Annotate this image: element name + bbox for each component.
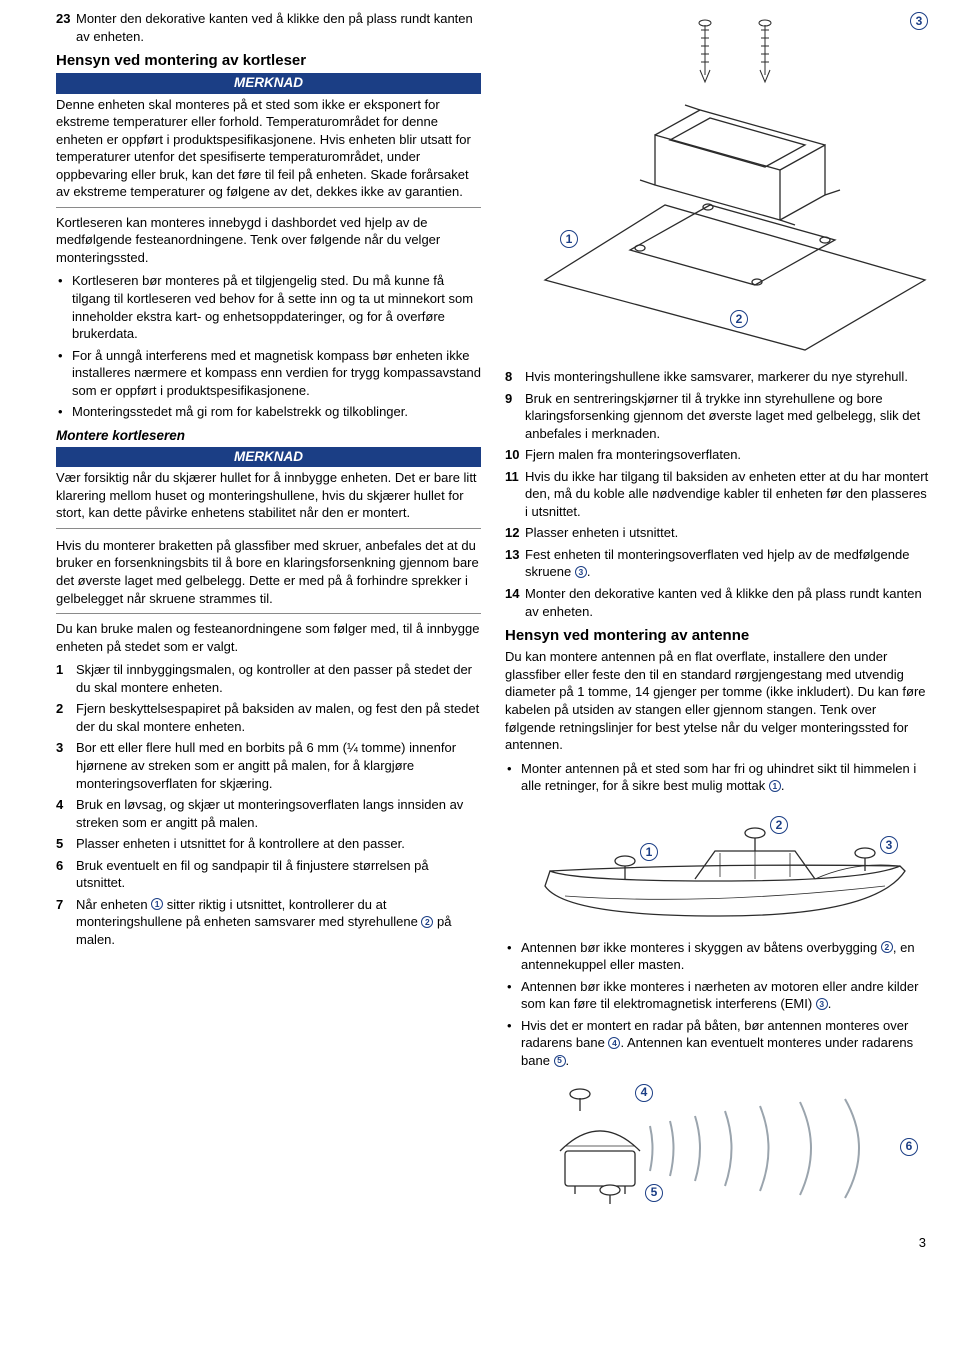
notice-label: MERKNAD: [56, 447, 481, 467]
step-text: Monter den dekorative kanten ved å klikk…: [76, 10, 481, 45]
list-item: 3Bor ett eller flere hull med en borbits…: [56, 739, 481, 792]
list-item: 6Bruk eventuelt en fil og sandpapir til …: [56, 857, 481, 892]
callout-3-icon: 3: [575, 566, 587, 578]
list-item: 14Monter den dekorative kanten ved å kli…: [505, 585, 930, 620]
heading-antenna: Hensyn ved montering av antenne: [505, 626, 930, 646]
notice-body: Denne enheten skal monteres på et sted s…: [56, 94, 481, 208]
list-item: 13 Fest enheten til monteringsoverflaten…: [505, 546, 930, 581]
list-item: 8Hvis monteringshullene ikke samsvarer, …: [505, 368, 930, 386]
considerations-list: Kortleseren bør monteres på et tilgjenge…: [56, 272, 481, 420]
right-column: 1 2 3 8Hvis monteringshullene ikke samsv…: [505, 10, 930, 1214]
notice-body: Vær forsiktig når du skjærer hullet for …: [56, 467, 481, 529]
radar-diagram-icon: [505, 1076, 935, 1206]
callout-5-icon: 5: [645, 1184, 663, 1202]
paragraph: Kortleseren kan monteres innebygd i dash…: [56, 214, 481, 267]
paragraph: Hvis du monterer braketten på glassfiber…: [56, 535, 481, 614]
list-item: For å unngå interferens med et magnetisk…: [56, 347, 481, 400]
heading-mount-reader: Montere kortleseren: [56, 427, 481, 445]
callout-1-icon: 1: [151, 898, 163, 910]
callout-4-icon: 4: [635, 1084, 653, 1102]
figure-boat-antenna: 1 2 3: [505, 801, 930, 931]
antenna-bullet-1: Monter antennen på et sted som har fri o…: [505, 760, 930, 795]
paragraph: Du kan montere antennen på en flat overf…: [505, 648, 930, 753]
notice-label: MERKNAD: [56, 73, 481, 93]
callout-5-icon: 5: [554, 1055, 566, 1067]
figure-radar-beam: 4 5 6: [505, 1076, 930, 1206]
callout-2-icon: 2: [730, 310, 748, 328]
heading-cardreader: Hensyn ved montering av kortleser: [56, 51, 481, 71]
callout-3-icon: 3: [816, 998, 828, 1010]
list-item: Hvis det er montert en radar på båten, b…: [505, 1017, 930, 1070]
list-item: Antennen bør ikke monteres i skyggen av …: [505, 939, 930, 974]
boat-diagram-icon: [505, 801, 935, 931]
list-item: 2Fjern beskyttelsespapiret på baksiden a…: [56, 700, 481, 735]
figure-cardreader-mount: 1 2 3: [505, 10, 930, 360]
callout-2-icon: 2: [881, 941, 893, 953]
list-item: Kortleseren bør monteres på et tilgjenge…: [56, 272, 481, 342]
list-item: 7 Når enheten 1 sitter riktig i utsnitte…: [56, 896, 481, 949]
callout-1-icon: 1: [560, 230, 578, 248]
list-item: 10Fjern malen fra monteringsoverflaten.: [505, 446, 930, 464]
list-item: 1Skjær til innbyggingsmalen, og kontroll…: [56, 661, 481, 696]
callout-2-icon: 2: [421, 916, 433, 928]
step-text: Når enheten 1 sitter riktig i utsnittet,…: [76, 896, 481, 949]
list-item: Antennen bør ikke monteres i nærheten av…: [505, 978, 930, 1013]
cardreader-diagram-icon: [505, 10, 935, 360]
callout-1-icon: 1: [640, 843, 658, 861]
callout-3-icon: 3: [910, 12, 928, 30]
callout-2-icon: 2: [770, 816, 788, 834]
page-number: 3: [56, 1234, 930, 1252]
paragraph: Du kan bruke malen og festeanordningene …: [56, 620, 481, 655]
callout-1-icon: 1: [769, 780, 781, 792]
callout-6-icon: 6: [900, 1138, 918, 1156]
callout-3-icon: 3: [880, 836, 898, 854]
list-item: 23 Monter den dekorative kanten ved å kl…: [56, 10, 481, 45]
list-item: 5Plasser enheten i utsnittet for å kontr…: [56, 835, 481, 853]
list-item: Monteringsstedet må gi rom for kabelstre…: [56, 403, 481, 421]
two-column-layout: 23 Monter den dekorative kanten ved å kl…: [56, 10, 930, 1214]
callout-4-icon: 4: [608, 1037, 620, 1049]
antenna-bullets-2: Antennen bør ikke monteres i skyggen av …: [505, 939, 930, 1070]
left-column: 23 Monter den dekorative kanten ved å kl…: [56, 10, 481, 1214]
list-item: 11Hvis du ikke har tilgang til baksiden …: [505, 468, 930, 521]
list-item: 4Bruk en løvsag, og skjær ut monteringso…: [56, 796, 481, 831]
mount-steps-1-7: 1Skjær til innbyggingsmalen, og kontroll…: [56, 661, 481, 948]
step-number: 23: [56, 10, 76, 45]
mount-steps-8-14: 8Hvis monteringshullene ikke samsvarer, …: [505, 368, 930, 620]
list-item: 12Plasser enheten i utsnittet.: [505, 524, 930, 542]
list-item: Monter antennen på et sted som har fri o…: [505, 760, 930, 795]
list-item: 9Bruk en sentreringskjørner til å trykke…: [505, 390, 930, 443]
step-23: 23 Monter den dekorative kanten ved å kl…: [56, 10, 481, 45]
